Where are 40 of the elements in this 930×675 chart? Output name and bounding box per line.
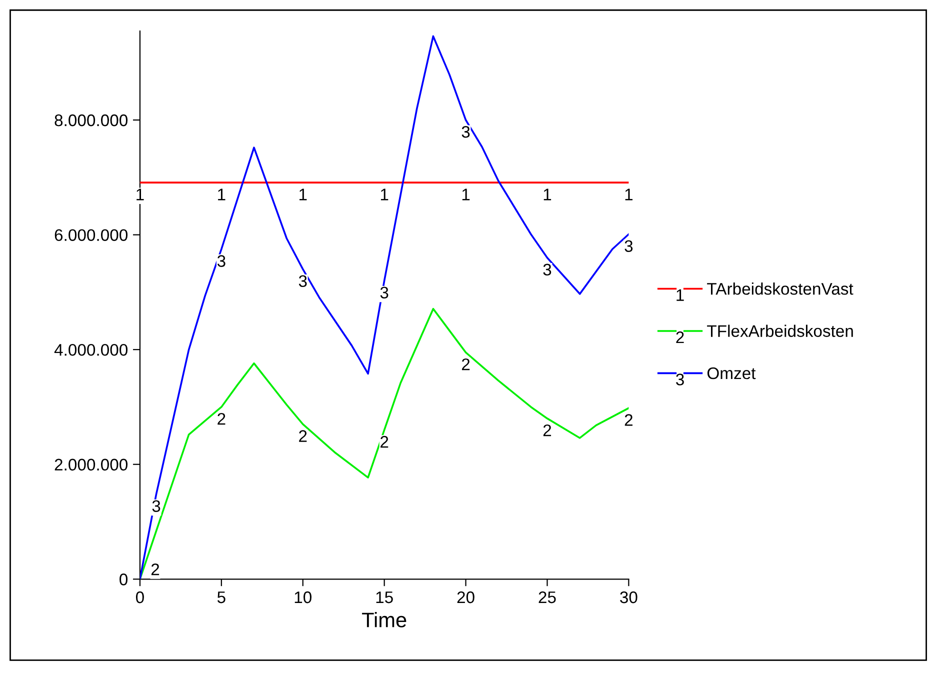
annotation: 3	[380, 286, 388, 299]
annotation: 2	[462, 358, 470, 370]
annotation: 2	[299, 430, 307, 442]
annotation: 2	[218, 412, 226, 425]
legend-label: TArbeidskostenVast	[707, 282, 854, 295]
annotation: 1	[218, 188, 226, 200]
annotation: 1	[300, 188, 307, 200]
annotation: 2	[151, 563, 160, 576]
y-tick-label: 4.000.000	[54, 344, 128, 356]
legend-label: Omzet	[707, 367, 756, 380]
legend-label: TFlexArbeidskosten	[707, 324, 853, 337]
y-tick-label: 2.000.000	[54, 458, 128, 471]
annotation: 3	[543, 264, 552, 276]
y-tick-label: 6.000.000	[54, 229, 128, 241]
annotation: 1	[136, 188, 144, 200]
annotation: 3	[624, 240, 633, 252]
x-tick-label: 15	[376, 592, 393, 604]
annotation: 1	[462, 188, 470, 200]
annotation: 3	[298, 275, 307, 288]
annotation: 3	[462, 126, 470, 138]
x-tick-label: 0	[136, 591, 144, 604]
annotation: 2	[624, 414, 632, 426]
text: 3	[676, 374, 684, 386]
text: 1	[676, 289, 684, 301]
x-tick-label: 5	[217, 592, 226, 604]
annotation: 2	[380, 436, 388, 448]
x-tick-label: 30	[620, 591, 638, 604]
y-tick-label: 8.000.000	[54, 114, 128, 126]
annotation: 3	[152, 500, 160, 512]
x-axis-title: Time	[362, 612, 406, 628]
x-tick-label: 20	[457, 591, 474, 604]
annotation: 1	[380, 188, 388, 200]
annotation: 2	[543, 424, 552, 436]
annotation: 3	[217, 255, 226, 267]
annotation: 1	[625, 188, 632, 200]
x-tick-label: 10	[294, 591, 312, 604]
y-tick-label: 0	[120, 574, 128, 586]
text: 2	[676, 331, 684, 344]
x-tick-label: 25	[538, 591, 556, 604]
annotation: 1	[544, 188, 552, 200]
